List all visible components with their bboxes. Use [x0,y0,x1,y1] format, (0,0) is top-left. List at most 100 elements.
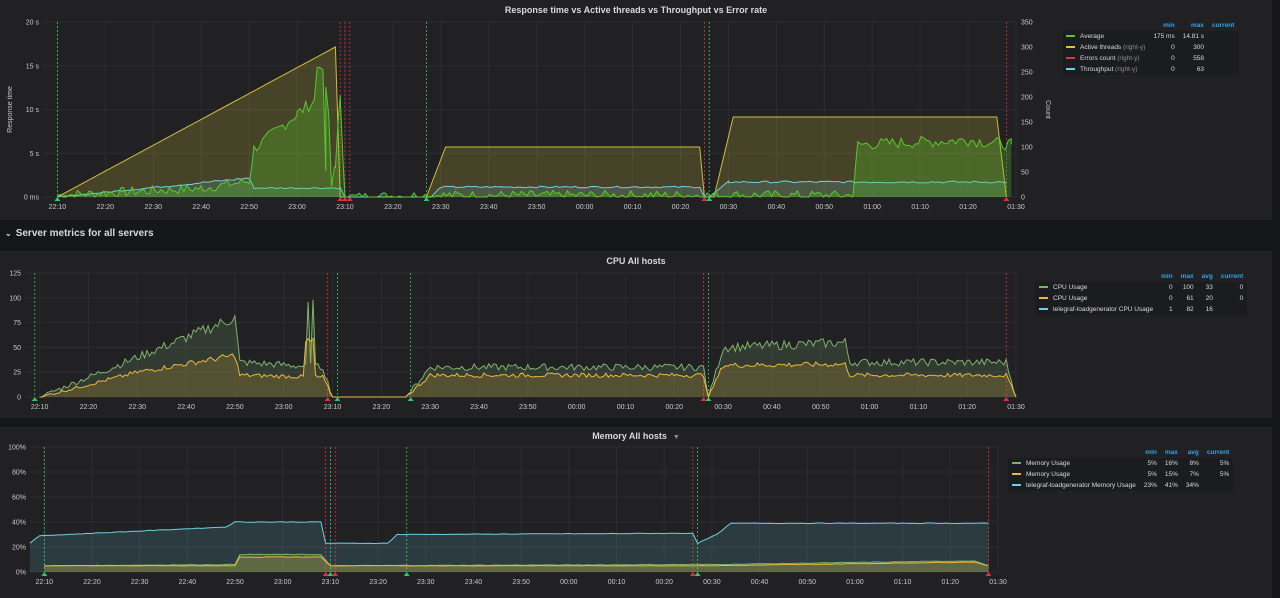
legend-max-value: 558 [1178,53,1209,64]
annotation-marker [407,397,414,401]
x-tick-label: 22:30 [144,204,162,211]
legend-max-value: 14.81 s [1178,31,1209,42]
panel-title[interactable]: CPU All hosts [606,256,666,266]
cpu-usage-1-area [39,299,1017,397]
x-tick-label: 23:10 [322,579,340,586]
x-tick-label: 23:40 [470,404,488,411]
x-tick-label: 22:50 [240,204,258,211]
legend-max-value: 100 [1176,282,1198,293]
x-tick-label: 01:20 [958,404,976,411]
legend-row[interactable]: telegraf-loadgenerator CPU Usage 1 82 16 [1035,304,1248,315]
legend-current-value [1216,304,1248,315]
row-header[interactable]: ⌄ Server metrics for all servers [5,228,154,242]
series-color-swatch [1066,46,1075,49]
x-tick-label: 23:20 [369,579,387,586]
memory-title: Memory All hosts [592,431,667,441]
legend-row[interactable]: Average 175 ms 14.81 s [1062,31,1239,42]
y2-tick-label: 100 [1021,145,1033,152]
legend-row[interactable]: CPU Usage 0 61 20 0 [1035,293,1248,304]
legend-current-value [1208,53,1239,64]
annotation-marker [327,572,334,576]
legend-row[interactable]: Errors count (right-y) 0 558 [1062,53,1239,64]
x-tick-label: 00:10 [608,579,626,586]
row-header-label: Server metrics for all servers [15,228,154,239]
legend-row[interactable]: telegraf-loadgenerator Memory Usage 23% 41… [1008,480,1234,491]
legend-row[interactable]: Throughput (right-y) 0 63 [1062,64,1239,75]
cpu-usage-2-line [39,337,1017,399]
y-tick-label: 25 [13,370,21,377]
loadgen-memory-area [30,521,989,572]
x-tick-label: 00:10 [624,204,642,211]
legend-min-value: 23% [1139,480,1161,491]
legend-label: Errors count [1080,55,1116,62]
legend-row[interactable]: Memory Usage 5% 16% 8% 5% [1008,458,1234,469]
x-tick-label: 23:00 [288,204,306,211]
x-tick-label: 22:40 [192,204,210,211]
memory-graph[interactable]: 0% 20% 40% 60% 80% 100% 22:10 22:20 22:30 22:40 22… [0,427,1010,598]
x-tick-label: 22:10 [36,579,54,586]
legend-current-value [1202,480,1234,491]
annotation-marker [54,197,61,201]
legend-max-value: 61 [1176,293,1198,304]
x-tick-label: 01:10 [910,404,928,411]
x-tick-label: 00:00 [576,204,594,211]
memory-usage-2-line [44,556,989,567]
legend-row[interactable]: Active threads (right-y) 0 300 [1062,42,1239,53]
y2-axis-label: Count [1044,100,1051,119]
legend-series-name: Active threads (right-y) [1062,42,1150,53]
legend-label: Memory Usage [1026,460,1071,467]
annotation-marker [332,572,339,576]
response-time-graph[interactable]: 0 ms 5 s 10 s 15 s 20 s 0 50 100 150 200 250 300 350… [0,0,1051,220]
x-tick-label: 23:50 [519,404,537,411]
legend-avg-value: 8% [1181,458,1203,469]
panel-title[interactable]: Memory All hosts ▼ [0,431,1272,441]
average-area [57,67,1012,197]
legend-series-name: Errors count (right-y) [1062,53,1150,64]
y-tick-label: 15 s [26,63,40,70]
dropdown-caret-icon[interactable]: ▼ [672,434,680,441]
x-tick-label: 01:30 [1007,204,1025,211]
x-tick-label: 00:40 [751,579,769,586]
legend-series-name: CPU Usage [1035,282,1158,293]
legend-series-name: Average [1062,31,1150,42]
legend-row[interactable]: Memory Usage 5% 15% 7% 5% [1008,469,1234,480]
y-tick-label: 75 [13,320,21,327]
legend-current-value: 0 [1216,293,1248,304]
legend-label: CPU Usage [1053,284,1088,291]
x-tick-label: 01:10 [911,204,929,211]
annotation-marker [41,572,48,576]
panel-title[interactable]: Response time vs Active threads vs Throu… [504,5,768,15]
chevron-down-icon[interactable]: ⌄ [5,229,12,238]
x-tick-label: 01:30 [1007,404,1025,411]
annotation-marker [700,397,707,401]
annotation-marker [689,572,696,576]
x-tick-label: 00:50 [812,404,830,411]
legend-min-value: 0 [1149,64,1179,75]
legend-row[interactable]: CPU Usage 0 100 33 0 [1035,282,1248,293]
legend-max-value: 82 [1176,304,1198,315]
legend-max-value: 63 [1178,64,1209,75]
x-tick-label: 00:50 [798,579,816,586]
x-tick-label: 23:30 [421,404,439,411]
memory-usage-1-line [44,553,989,567]
annotation-marker [322,572,329,576]
series-color-swatch [1066,57,1075,60]
legend-min-value: 0 [1157,293,1177,304]
y-tick-label: 20 s [26,20,40,27]
y2-tick-label: 350 [1021,20,1033,27]
series-color-swatch [1012,462,1021,465]
annotation-marker [1003,397,1010,401]
cpu-usage-1-line [39,299,1017,398]
legend-max-value: 41% [1160,480,1182,491]
x-tick-label: 23:30 [432,204,450,211]
x-tick-label: 23:10 [324,404,342,411]
legend-series-name: Memory Usage [1008,458,1140,469]
annotation-marker [985,572,992,576]
x-tick-label: 23:00 [275,404,293,411]
x-tick-label: 22:10 [49,204,67,211]
y-tick-label: 40% [12,520,26,527]
y-tick-label: 0% [16,570,26,577]
cpu-graph[interactable]: 0 25 50 75 100 125 22:10 22:20 22:30 22:40 22:50 23… [0,251,1030,418]
legend-series-name: CPU Usage [1035,293,1158,304]
series-color-swatch [1039,297,1048,300]
